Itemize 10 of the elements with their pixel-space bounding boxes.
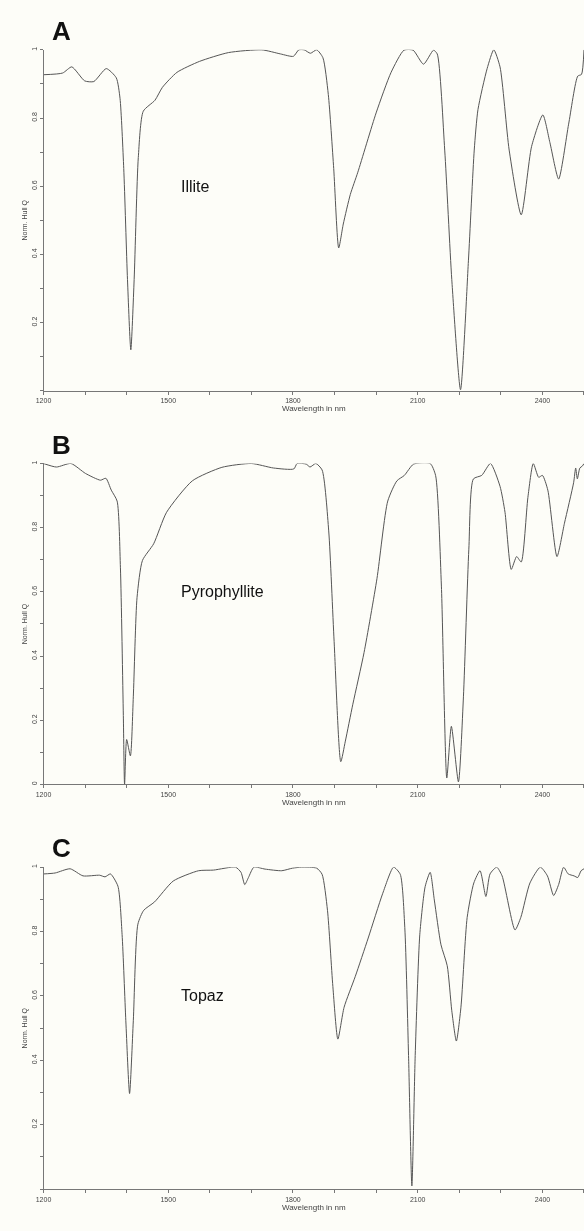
x-axis-title: Wavelength in nm	[281, 797, 346, 807]
x-axis-title: Wavelength in nm	[281, 1202, 346, 1212]
annotation: Pyrophyllite	[181, 583, 264, 600]
annotation: Topaz	[181, 987, 224, 1004]
line-series	[43, 463, 584, 785]
annotation: Illite	[181, 178, 210, 195]
chart-title: B	[52, 430, 71, 460]
chart-title: C	[52, 833, 71, 863]
chart-title: A	[52, 16, 71, 46]
x-axis-title: Wavelength in nm	[281, 404, 346, 414]
